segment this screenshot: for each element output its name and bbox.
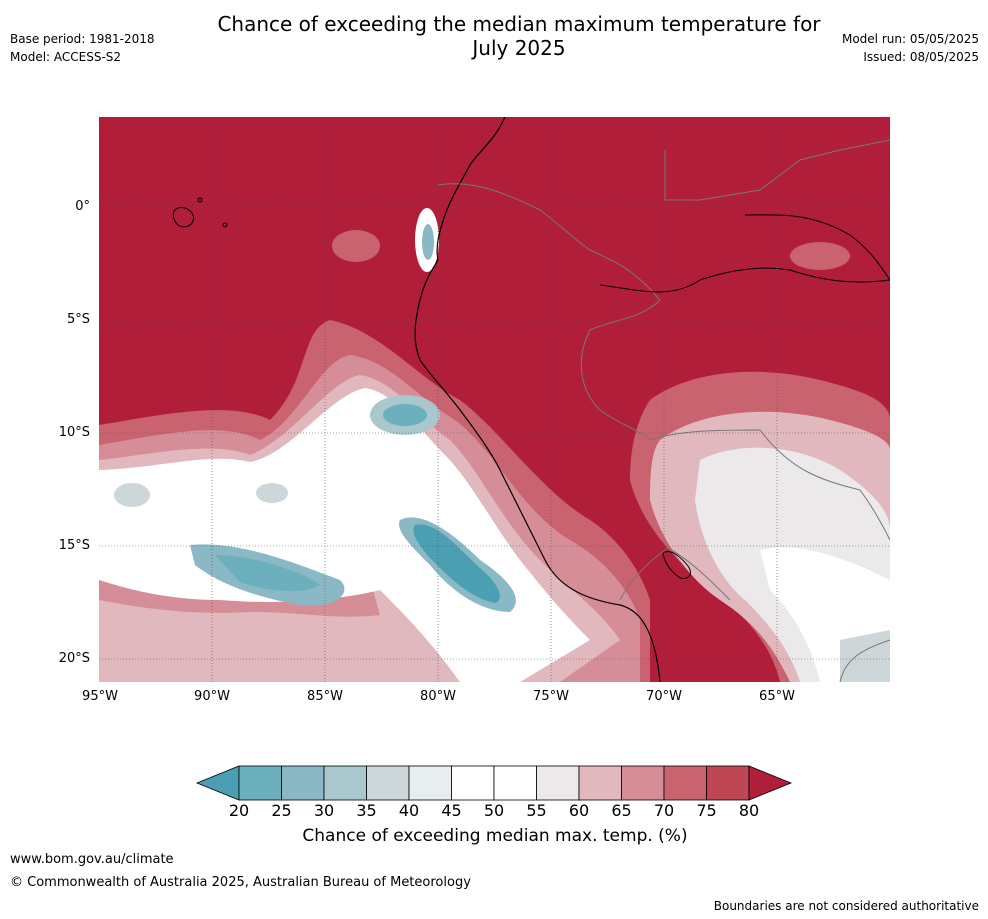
offshore-patch [332, 230, 380, 262]
map-field [99, 117, 890, 682]
colorbar-segment [324, 766, 367, 800]
colorbar-tick-label: 25 [262, 801, 302, 820]
colorbar-segment [409, 766, 452, 800]
lat-label-10s: 10°S [40, 425, 90, 440]
shade-40-blob-2 [256, 483, 288, 503]
colorbar-tick-label: 70 [644, 801, 684, 820]
colorbar-segment [664, 766, 707, 800]
amazon-patch [790, 242, 850, 270]
lat-label-20s: 20°S [40, 651, 90, 666]
colorbar-tick-label: 55 [517, 801, 557, 820]
lon-label-70w: 70°W [634, 689, 694, 704]
lon-label-75w: 75°W [521, 689, 581, 704]
lon-label-65w: 65°W [747, 689, 807, 704]
footer-copyright: © Commonwealth of Australia 2025, Austra… [10, 875, 471, 890]
colorbar-segment [622, 766, 665, 800]
colorbar-tick-label: 75 [687, 801, 727, 820]
colorbar-segment [239, 766, 282, 800]
colorbar-tick-label: 30 [304, 801, 344, 820]
lat-label-5s: 5°S [40, 312, 90, 327]
lon-label-80w: 80°W [408, 689, 468, 704]
colorbar-tick-label: 65 [602, 801, 642, 820]
lon-label-95w: 95°W [70, 689, 130, 704]
colorbar-segment [367, 766, 410, 800]
colorbar [195, 765, 795, 801]
colorbar-tick-label: 35 [347, 801, 387, 820]
lon-label-90w: 90°W [182, 689, 242, 704]
colorbar-segment [579, 766, 622, 800]
shade-40-blob [114, 483, 150, 507]
colorbar-segment [452, 766, 495, 800]
footer-note: Boundaries are not considered authoritat… [714, 899, 979, 913]
probability-map [0, 0, 988, 740]
colorbar-tick-label: 45 [432, 801, 472, 820]
colorbar-extend-low [197, 766, 239, 800]
coastal-blue-patch [422, 224, 434, 260]
colorbar-extend-high [749, 766, 791, 800]
lon-label-85w: 85°W [295, 689, 355, 704]
shade-25-north-blob [383, 404, 427, 426]
colorbar-tick-label: 80 [729, 801, 769, 820]
colorbar-segment [537, 766, 580, 800]
colorbar-segment [494, 766, 537, 800]
colorbar-segment [282, 766, 325, 800]
colorbar-tick-label: 50 [474, 801, 514, 820]
colorbar-tick-label: 60 [559, 801, 599, 820]
lat-label-0: 0° [40, 199, 90, 214]
colorbar-tick-label: 40 [389, 801, 429, 820]
colorbar-label: Chance of exceeding median max. temp. (%… [195, 826, 795, 846]
lat-label-15s: 15°S [40, 538, 90, 553]
colorbar-tick-label: 20 [219, 801, 259, 820]
footer-url: www.bom.gov.au/climate [10, 852, 174, 867]
colorbar-segment [707, 766, 750, 800]
